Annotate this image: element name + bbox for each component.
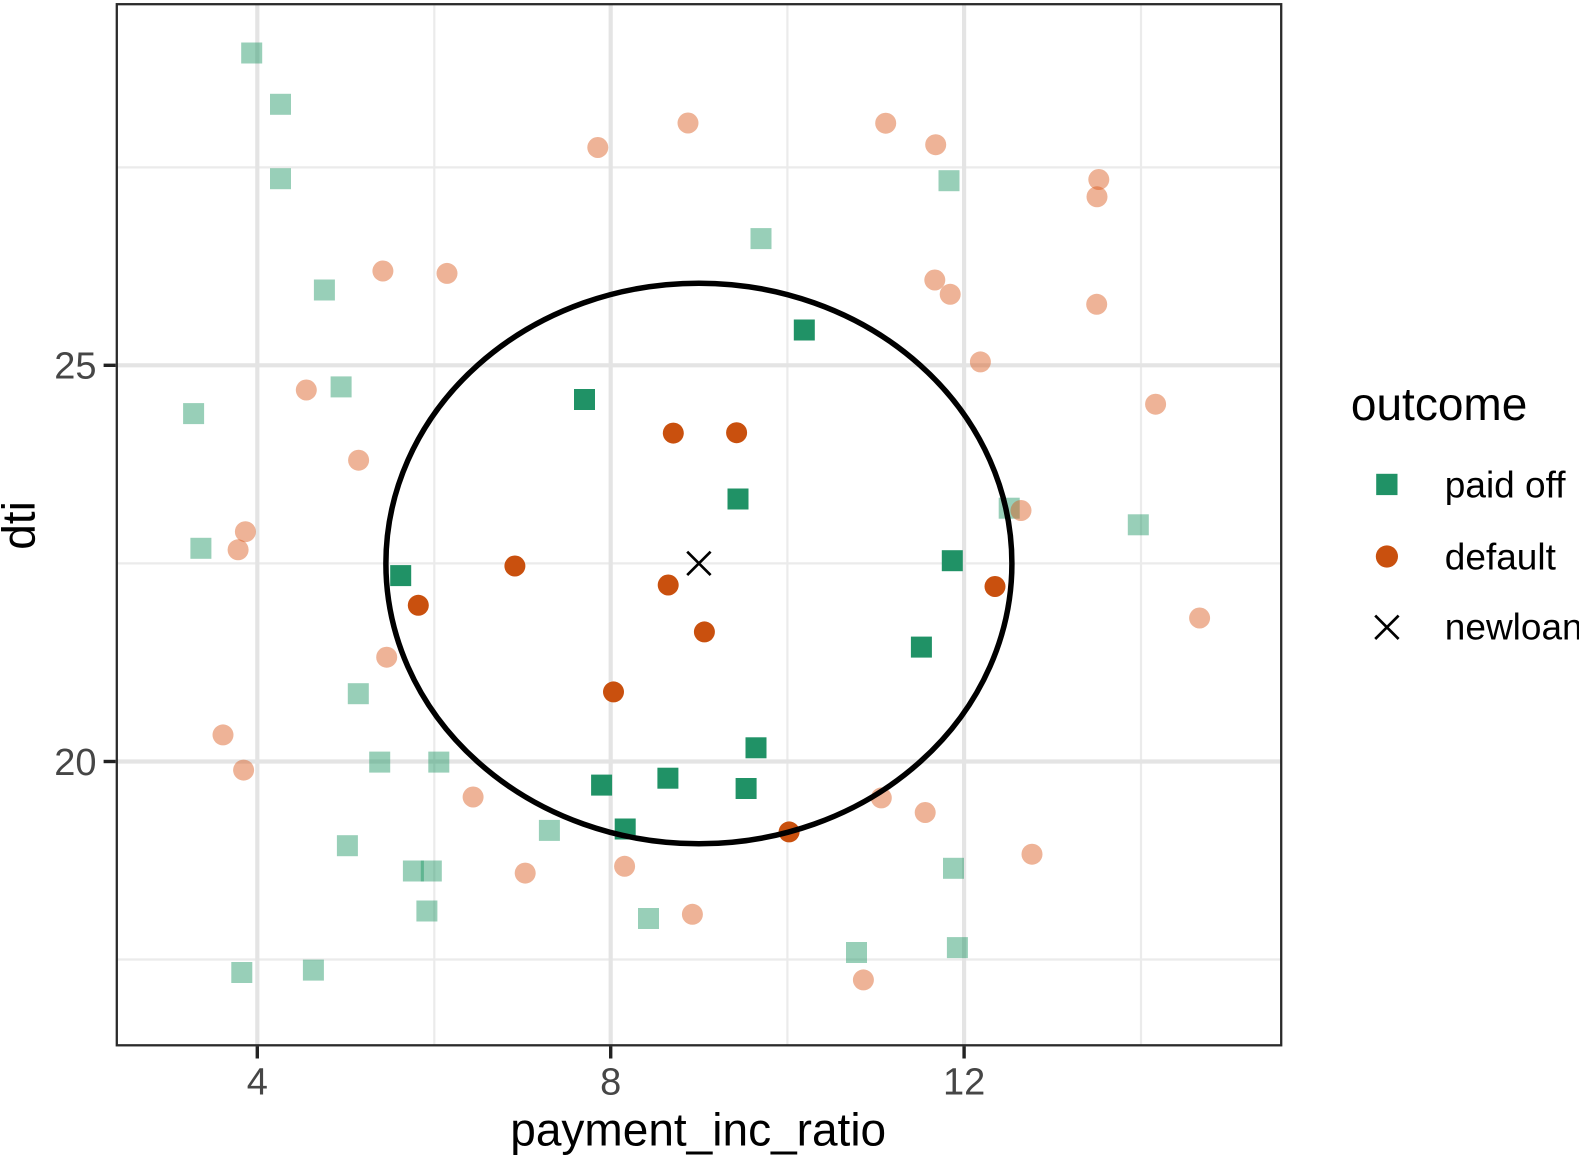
svg-text:newloan: newloan — [1445, 606, 1579, 647]
svg-text:4: 4 — [247, 1062, 268, 1104]
svg-text:default: default — [1445, 536, 1557, 577]
svg-text:20: 20 — [54, 742, 96, 784]
svg-text:12: 12 — [943, 1062, 985, 1104]
svg-text:dti: dti — [0, 501, 44, 550]
svg-text:outcome: outcome — [1351, 378, 1527, 430]
svg-text:payment_inc_ratio: payment_inc_ratio — [510, 1103, 886, 1155]
svg-text:8: 8 — [600, 1062, 621, 1104]
svg-text:25: 25 — [54, 346, 96, 388]
svg-text:paid off: paid off — [1445, 464, 1566, 505]
